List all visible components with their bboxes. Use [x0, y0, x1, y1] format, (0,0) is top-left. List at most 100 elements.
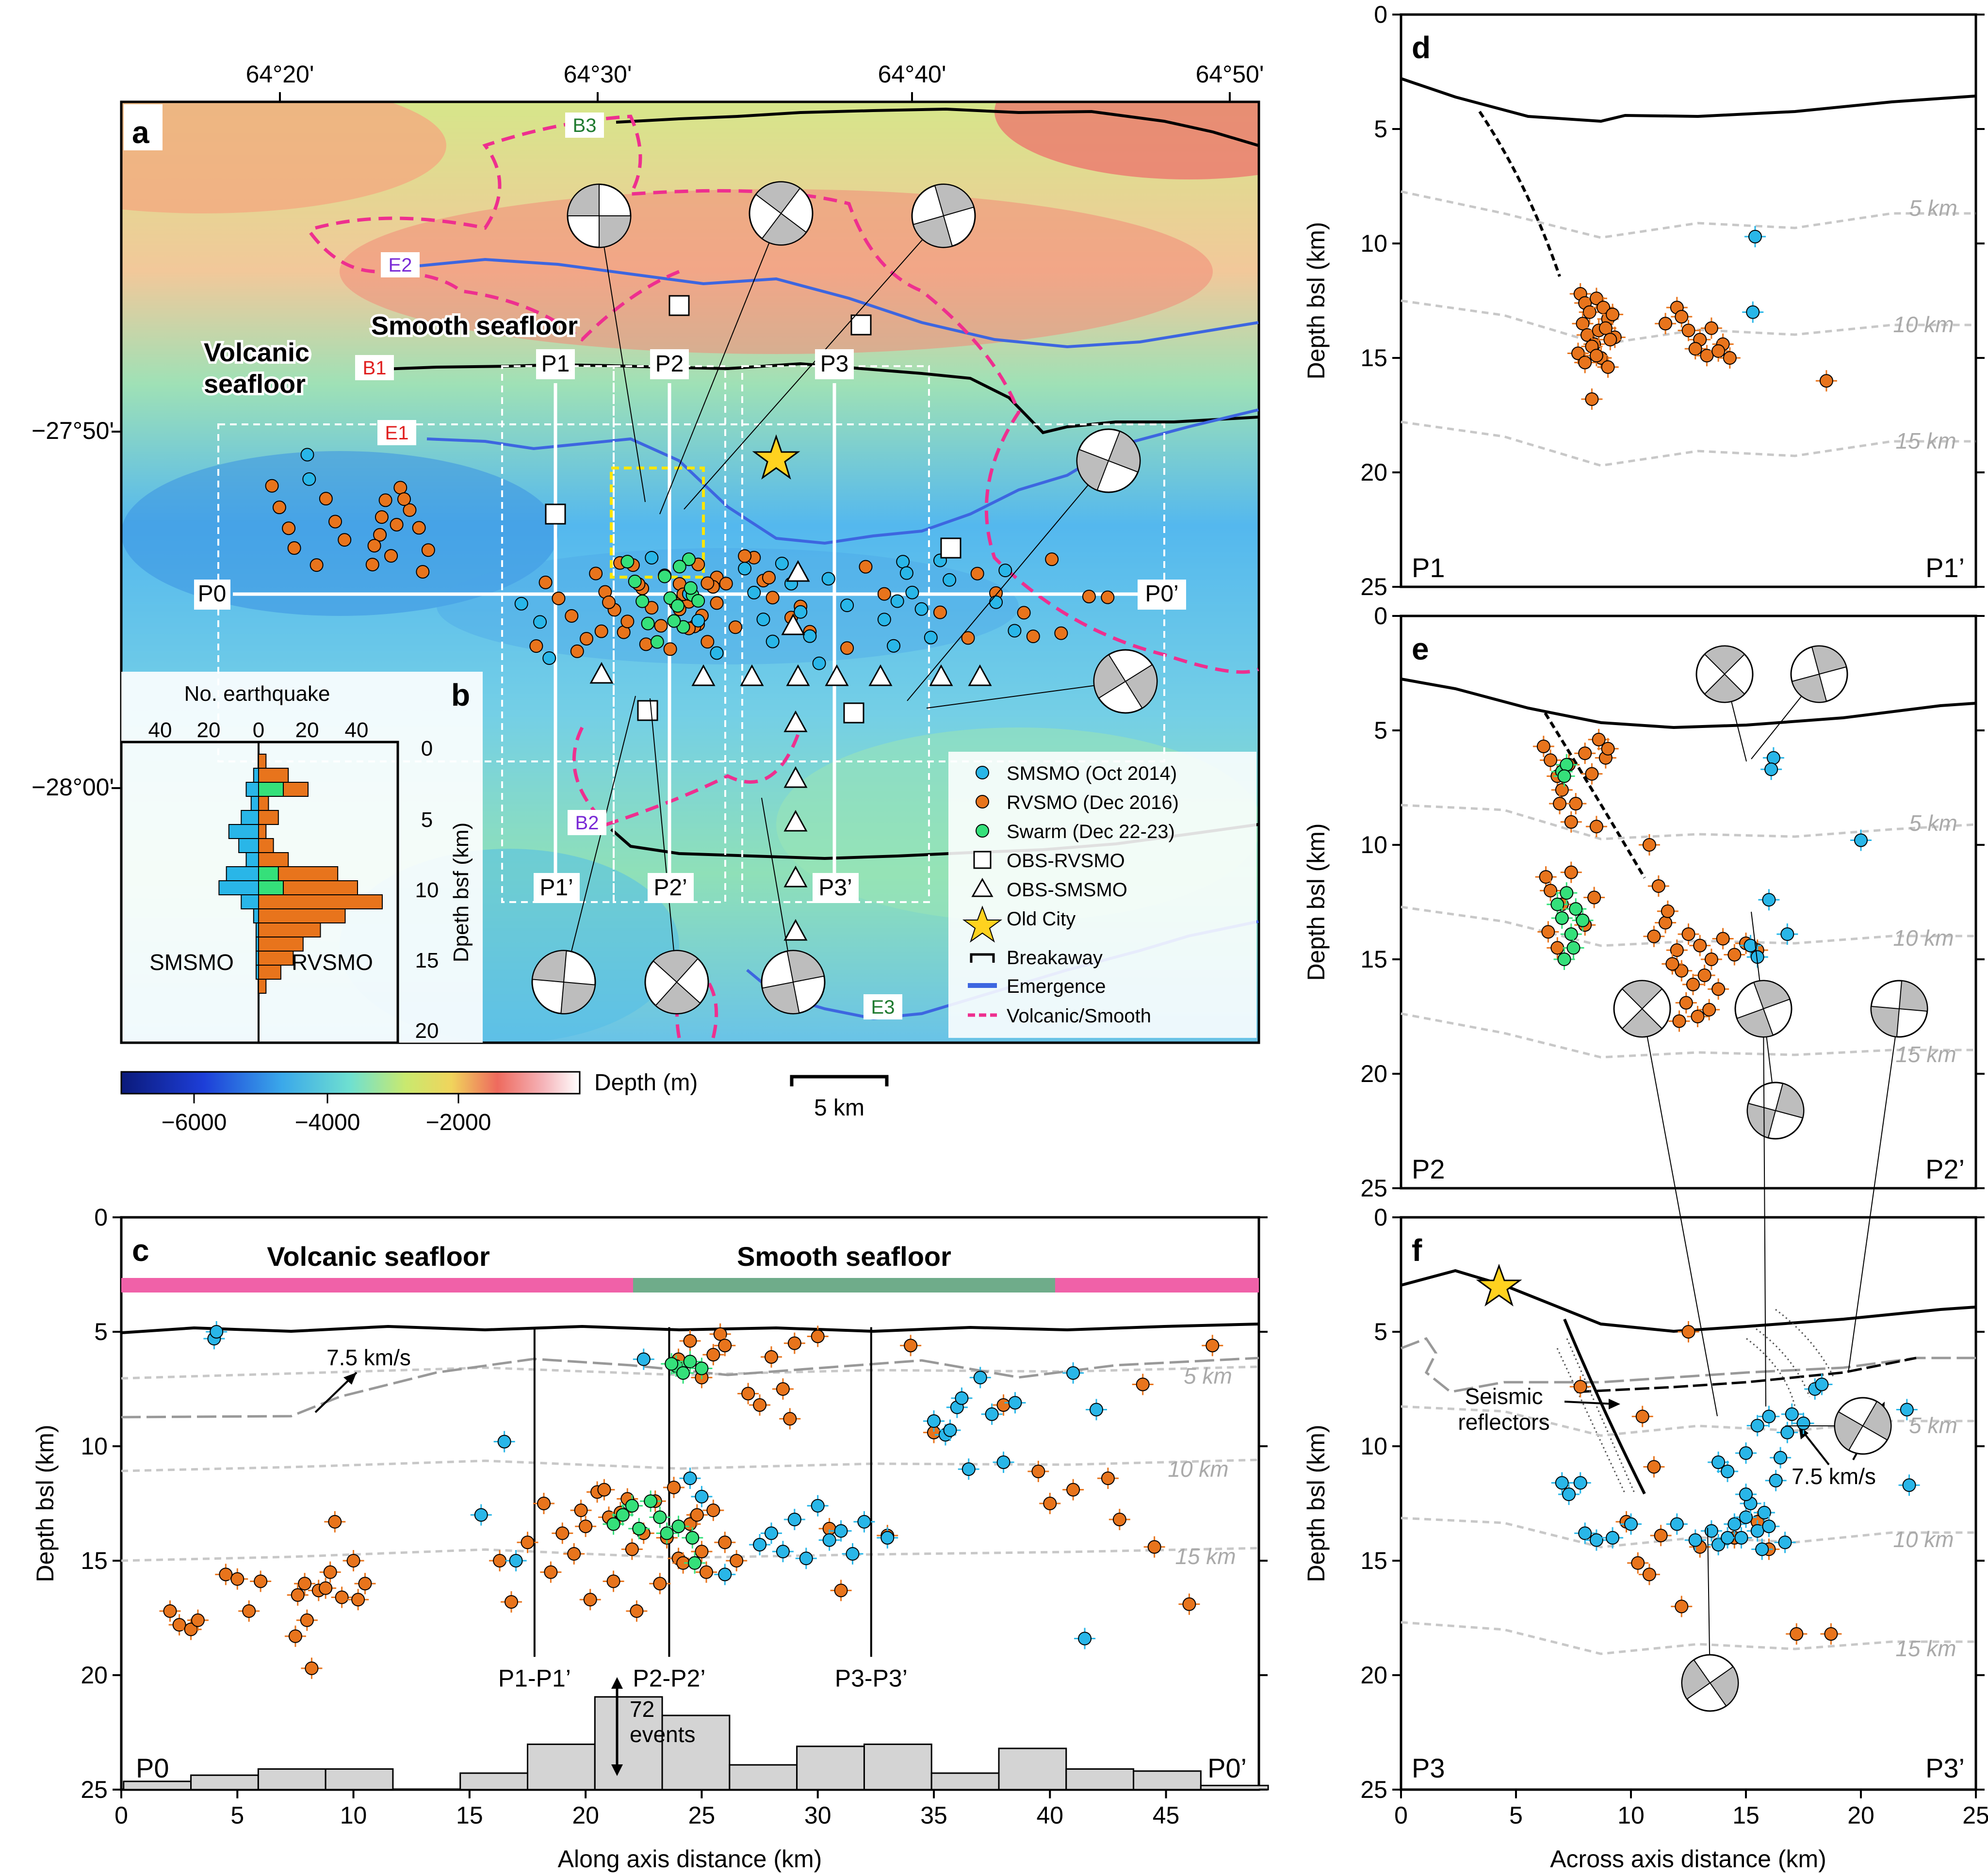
seafloor-line-f: [1401, 1269, 1976, 1333]
event-point: [1589, 349, 1603, 363]
band-label-volcanic: Volcanic seafloor: [267, 1241, 490, 1272]
event-point: [695, 1545, 709, 1559]
map-event: [338, 533, 352, 547]
seafloor-line-c: [121, 1323, 1259, 1334]
event-point: [1564, 865, 1578, 879]
event-point: [544, 1565, 558, 1579]
hist-bar-rvsmo: [258, 852, 289, 867]
event-point: [291, 1588, 305, 1602]
contour-5km-f: [1401, 1405, 1976, 1437]
map-event: [365, 558, 379, 572]
event-point: [1711, 982, 1726, 996]
y-tick-label: 25: [81, 1776, 108, 1803]
corner-label-p0p: P0’: [1207, 1753, 1247, 1783]
event-point: [1008, 1396, 1022, 1410]
map-axis-ticks: [112, 92, 1231, 789]
event-point: [1697, 969, 1711, 983]
contour-label: 15 km: [1895, 1636, 1956, 1661]
fault-trace-d: [1478, 111, 1561, 277]
event-point: [1550, 941, 1564, 955]
beachball-icon: [531, 950, 596, 1015]
map-event: [794, 605, 808, 619]
hist-bar-rvsmo: [258, 838, 274, 853]
event-point: [985, 1407, 999, 1421]
corner-label-p0: P0: [136, 1753, 169, 1783]
map-event: [775, 556, 789, 570]
map-event: [1054, 626, 1068, 640]
event-point: [787, 1513, 801, 1527]
map-event: [989, 595, 1003, 609]
obs-smsmo-triangle: [783, 766, 808, 788]
event-point: [323, 1565, 337, 1579]
event-point: [1598, 321, 1613, 335]
map-event: [319, 492, 333, 506]
map-event: [905, 585, 919, 599]
map-event: [397, 492, 411, 506]
event-point: [1606, 307, 1620, 322]
event-point: [493, 1554, 507, 1567]
event-point: [1585, 767, 1599, 781]
obs-smsmo-triangle: [783, 919, 808, 941]
event-point: [811, 1329, 825, 1343]
x-tick-label: 20: [1847, 1802, 1874, 1829]
event-point: [1659, 317, 1673, 331]
x-tick-label: 64°50': [1196, 61, 1264, 88]
leader-line: [684, 215, 944, 510]
obs-smsmo-triangle: [786, 560, 810, 582]
event-point: [1716, 932, 1730, 946]
hist-bar: [1065, 1768, 1135, 1791]
map-event: [375, 510, 389, 524]
profile-focal-mechanisms-e: [1695, 645, 1848, 1140]
map-event: [538, 575, 553, 589]
contour-label: 10 km: [1168, 1456, 1228, 1482]
map-event: [636, 594, 650, 608]
event-point: [996, 1455, 1010, 1470]
map-event: [887, 639, 901, 653]
event-point: [1147, 1540, 1161, 1554]
event-point: [653, 1577, 667, 1591]
fault-trace-f: [1563, 1318, 1646, 1495]
svg-text:−6000: −6000: [162, 1110, 227, 1135]
contour-label: 5 km: [1909, 810, 1957, 836]
beachball-icon: [644, 950, 709, 1015]
svg-text:Emergence: Emergence: [1007, 976, 1106, 997]
panel-e: e 5 km 10 km 15 km P2 P2’ 0 5 10 15 20 25 Dep…: [1303, 602, 1985, 1202]
leader-line: [563, 695, 636, 983]
event-point: [718, 1567, 732, 1582]
map-event: [300, 448, 314, 462]
map-event: [728, 620, 742, 634]
obs-rvsmo-square: [637, 700, 658, 721]
event-point: [1762, 1519, 1776, 1534]
svg-text:P2: P2: [655, 351, 684, 377]
event-point: [191, 1613, 205, 1627]
hist-bar-rvsmo: [258, 810, 279, 825]
event-point: [1757, 1505, 1771, 1519]
event-point: [1681, 1325, 1695, 1339]
event-point: [695, 1361, 709, 1375]
event-point: [1675, 1599, 1689, 1614]
event-point: [1762, 893, 1776, 907]
hist-bar: [257, 1768, 326, 1791]
event-point: [254, 1574, 268, 1588]
event-point: [718, 1535, 732, 1550]
svg-text:P0: P0: [198, 581, 227, 607]
map-event: [691, 614, 705, 628]
event-point: [583, 1593, 597, 1607]
corner-label-p2: P2: [1412, 1154, 1445, 1184]
svg-text:OBS-SMSMO: OBS-SMSMO: [1007, 879, 1127, 901]
map-event: [670, 599, 684, 613]
hist-bar-rvsmo: [258, 965, 281, 980]
x-tick-label: 5: [1509, 1802, 1523, 1829]
hist-bar: [729, 1764, 798, 1791]
event-point: [505, 1595, 518, 1609]
event-point: [555, 1526, 570, 1540]
event-point: [1723, 351, 1737, 365]
event-point: [961, 1462, 976, 1476]
event-point: [683, 1334, 697, 1348]
y-tick-label: 10: [1360, 1433, 1387, 1460]
event-point: [667, 1480, 681, 1494]
map-event: [961, 631, 975, 645]
panel-label-f: f: [1412, 1233, 1422, 1268]
event-point: [1819, 374, 1833, 388]
map-event: [710, 596, 724, 610]
